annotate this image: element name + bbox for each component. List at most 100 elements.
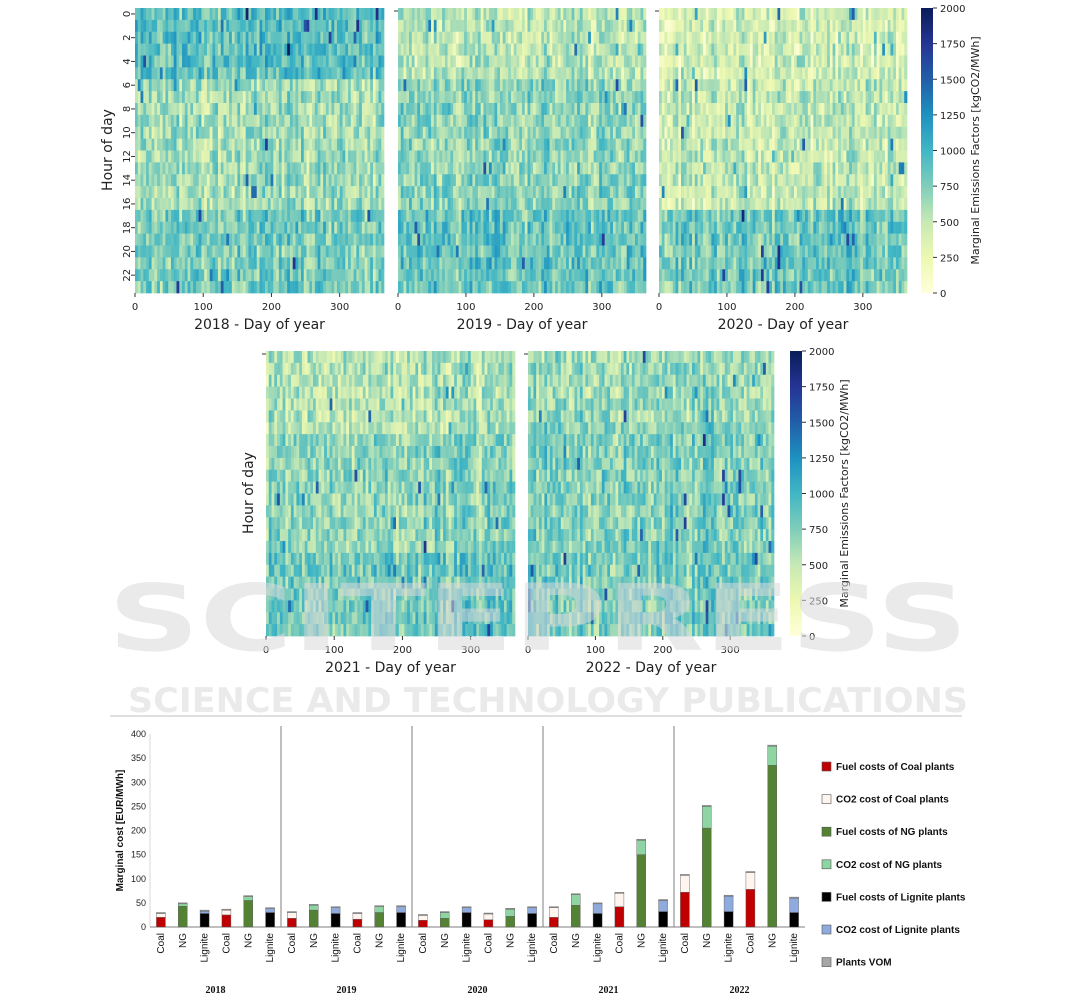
heatmap-cell [381, 126, 385, 139]
heatmap-cell [502, 269, 506, 282]
heatmap-cell [223, 126, 227, 139]
heatmap-cell [461, 198, 465, 211]
heatmap-cell [472, 186, 476, 199]
heatmap-cell [568, 221, 572, 234]
heatmap-cell [626, 126, 630, 139]
heatmap-cell [692, 245, 696, 258]
heatmap-cell [621, 138, 625, 151]
heatmap-cell [513, 8, 517, 21]
heatmap-cell [612, 138, 617, 151]
heatmap-cell [466, 174, 470, 187]
heatmap-cell [566, 8, 570, 21]
heatmap-cell [725, 245, 729, 258]
heatmap-cell [422, 209, 426, 223]
heatmap-cell [574, 79, 578, 92]
heatmap-cell [632, 221, 636, 234]
heatmap-cell [524, 67, 528, 80]
heatmap-cell [661, 114, 665, 128]
heatmap-cell [372, 126, 377, 139]
heatmap-cell [414, 209, 418, 223]
heatmap-cell [629, 138, 633, 151]
heatmap-cell [629, 209, 633, 223]
heatmap-cell [265, 174, 269, 187]
heatmap-cell [170, 198, 175, 211]
heatmap-cell [475, 138, 479, 151]
heatmap-cell [204, 79, 208, 92]
heatmap-cell [251, 174, 255, 187]
heatmap-cell [312, 174, 316, 187]
heatmap-cell [455, 245, 459, 258]
heatmap-cell [179, 91, 183, 104]
heatmap-cell [626, 162, 630, 175]
heatmap-cell [331, 67, 335, 80]
heatmap-cell [372, 257, 377, 270]
heatmap-cell [623, 67, 628, 80]
heatmap-cell [287, 174, 291, 187]
heatmap-cell [436, 138, 440, 151]
heatmap-cell [317, 281, 321, 294]
heatmap-cell [253, 19, 258, 33]
heatmap-cell [162, 233, 166, 246]
heatmap-cell [350, 186, 354, 199]
heatmap-cell [135, 209, 139, 223]
heatmap-cell [618, 245, 622, 258]
heatmap-cell [538, 31, 542, 44]
heatmap-cell [361, 281, 365, 294]
heatmap-cell [610, 245, 614, 258]
heatmap-cell [499, 233, 504, 246]
heatmap-cell [381, 138, 385, 151]
heatmap-cell [686, 67, 690, 80]
heatmap-cell [610, 150, 614, 163]
heatmap-cell [146, 91, 150, 104]
heatmap-cell [563, 209, 567, 223]
heatmap-cell [535, 79, 539, 92]
heatmap-cell [555, 186, 559, 199]
heatmap-cell [700, 257, 704, 270]
heatmap-cell [678, 91, 682, 104]
heatmap-cell [711, 245, 715, 258]
heatmap-cell [334, 55, 338, 68]
heatmap-cell [689, 138, 693, 151]
heatmap-cell [664, 174, 668, 187]
heatmap-cell [204, 221, 208, 234]
heatmap-cell [237, 138, 241, 151]
heatmap-cell [599, 281, 603, 294]
heatmap-cell [488, 114, 493, 128]
heatmap-cell [705, 281, 709, 294]
heatmap-cell [367, 186, 371, 199]
heatmap-cell [165, 162, 169, 175]
heatmap-cell [256, 198, 260, 211]
heatmap-cell [436, 198, 440, 211]
heatmap-cell [179, 233, 183, 246]
heatmap-cell [659, 31, 663, 44]
heatmap-cell [140, 198, 144, 211]
heatmap-cell [491, 198, 495, 211]
heatmap-cell [505, 19, 509, 33]
heatmap-cell [621, 174, 625, 187]
heatmap-cell [450, 233, 454, 246]
heatmap-cell [209, 221, 213, 234]
heatmap-cell [700, 67, 704, 80]
heatmap-cell [259, 67, 263, 80]
heatmap-cell [398, 8, 402, 21]
heatmap-cell [661, 198, 665, 211]
heatmap-cell [262, 174, 266, 187]
heatmap-cell [516, 55, 520, 68]
heatmap-cell [442, 138, 446, 151]
heatmap-cell [209, 209, 213, 223]
heatmap-cell [480, 55, 484, 68]
heatmap-cell [546, 19, 550, 33]
heatmap-cell [516, 31, 520, 44]
heatmap-cell [703, 126, 707, 139]
heatmap-cell [146, 221, 150, 234]
heatmap-cell [599, 162, 603, 175]
heatmap-cell [700, 114, 704, 128]
heatmap-cell [428, 162, 432, 175]
heatmap-cell [530, 233, 534, 246]
heatmap-cell [672, 233, 676, 246]
hour-tick-label: 4 [122, 58, 133, 64]
heatmap-cell [590, 150, 594, 163]
heatmap-cell [370, 174, 374, 187]
heatmap-cell [681, 221, 685, 234]
heatmap-cell [604, 43, 608, 56]
